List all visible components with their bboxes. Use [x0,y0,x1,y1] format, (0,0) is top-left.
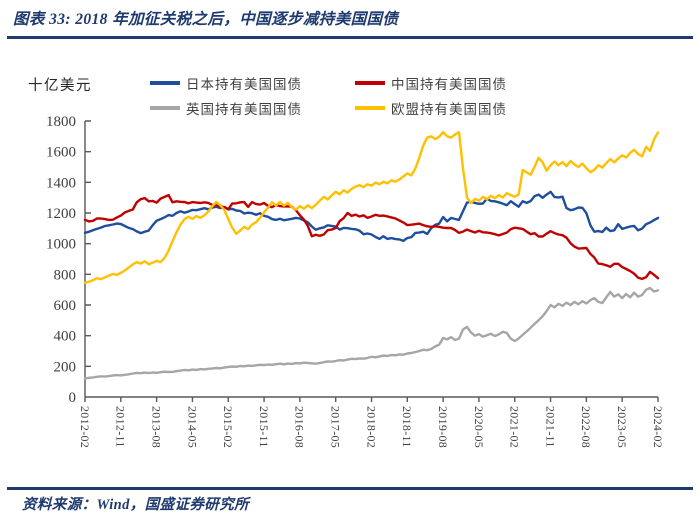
title-divider [7,36,693,39]
svg-text:1600: 1600 [46,145,76,161]
page-title: 图表 33: 2018 年加征关税之后，中国逐步减持美国国债 [13,11,399,28]
svg-text:1800: 1800 [46,114,76,130]
source-note: 资料来源：Wind，国盛证券研究所 [22,497,249,513]
footer-divider [7,487,693,490]
legend-item-china: 中国持有美国国债 [355,76,507,92]
svg-text:600: 600 [54,298,77,314]
svg-text:2021-11: 2021-11 [543,406,557,448]
y-axis-unit-label: 十亿美元 [28,78,92,94]
svg-text:2012-02: 2012-02 [78,406,92,448]
svg-text:2015-11: 2015-11 [257,406,271,448]
svg-text:2018-11: 2018-11 [400,406,414,448]
svg-text:2020-05: 2020-05 [472,406,486,448]
svg-text:2019-08: 2019-08 [436,406,450,448]
legend-label-japan: 日本持有美国国债 [186,77,302,92]
japan-line-swatch [150,81,180,85]
legend-label-china: 中国持有美国国债 [391,77,507,92]
svg-text:2022-08: 2022-08 [579,406,593,448]
svg-text:2021-02: 2021-02 [508,406,522,448]
svg-text:0: 0 [69,390,77,406]
svg-text:2013-08: 2013-08 [149,406,163,448]
svg-text:2014-05: 2014-05 [185,406,199,448]
china-line-swatch [355,81,385,85]
svg-text:1000: 1000 [46,237,76,253]
svg-text:2015-02: 2015-02 [221,406,235,448]
eu-line-swatch [355,106,385,110]
legend-item-eu: 欧盟持有美国国债 [355,101,507,117]
svg-text:2017-05: 2017-05 [328,406,342,448]
legend-label-uk: 英国持有美国国债 [186,102,302,117]
legend-label-eu: 欧盟持有美国国债 [391,102,507,117]
uk-line-swatch [150,106,180,110]
svg-text:800: 800 [54,267,77,283]
svg-text:2012-11: 2012-11 [114,406,128,448]
svg-text:400: 400 [54,329,77,345]
svg-text:2024-02: 2024-02 [651,406,665,448]
svg-text:2023-05: 2023-05 [615,406,629,448]
svg-text:1400: 1400 [46,175,76,191]
svg-text:1200: 1200 [46,206,76,222]
svg-text:2018-02: 2018-02 [364,406,378,448]
legend-item-uk: 英国持有美国国债 [150,101,302,117]
svg-text:200: 200 [54,359,77,375]
svg-text:2016-08: 2016-08 [293,406,307,448]
legend-item-japan: 日本持有美国国债 [150,76,302,92]
